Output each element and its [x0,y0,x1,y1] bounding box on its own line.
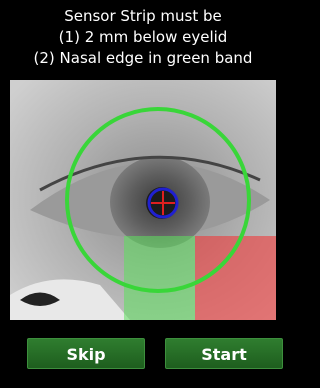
instructions: Sensor Strip must be (1) 2 mm below eyel… [0,6,286,69]
green-band [124,236,195,320]
camera-view [10,80,276,320]
skip-button[interactable]: Skip [27,338,145,369]
start-button[interactable]: Start [165,338,283,369]
instruction-line: Sensor Strip must be [0,6,286,27]
screen: {"instructions": ["Sensor Strip must be"… [0,0,286,388]
instruction-line: (1) 2 mm below eyelid [0,27,286,48]
instruction-line: (2) Nasal edge in green band [0,48,286,69]
